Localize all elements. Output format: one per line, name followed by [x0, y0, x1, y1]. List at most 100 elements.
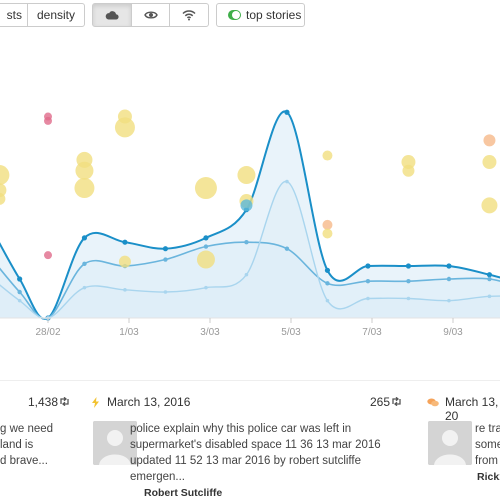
- series-point[interactable]: [284, 246, 290, 251]
- series-point[interactable]: [203, 235, 209, 241]
- series-point[interactable]: [163, 290, 168, 294]
- story-text-line: police explain why this police car was l…: [130, 423, 352, 435]
- story-text-line: land is: [0, 439, 34, 451]
- series-point[interactable]: [487, 294, 492, 299]
- series-point[interactable]: [82, 285, 87, 290]
- series-point[interactable]: [284, 109, 290, 115]
- series-area: [0, 181, 500, 319]
- story-bubble[interactable]: [0, 165, 10, 186]
- story-text[interactable]: police explain why this police car was l…: [130, 421, 410, 485]
- series-point[interactable]: [285, 179, 289, 184]
- series-line: [0, 180, 500, 319]
- series-point[interactable]: [203, 244, 209, 249]
- story-text[interactable]: re tra some from: [475, 421, 500, 469]
- series-point[interactable]: [405, 263, 412, 269]
- series-point[interactable]: [446, 276, 452, 282]
- story-bubble[interactable]: [194, 177, 217, 200]
- avatar[interactable]: [93, 421, 137, 465]
- story-bubble[interactable]: [75, 161, 94, 180]
- story-bubble[interactable]: [114, 117, 135, 138]
- x-tick-label: 1/03: [119, 327, 139, 338]
- story-bubble[interactable]: [237, 166, 256, 185]
- eye-view-button[interactable]: [131, 3, 170, 27]
- story-bubble[interactable]: [0, 192, 6, 205]
- series-point[interactable]: [17, 298, 22, 303]
- avatar-placeholder-icon: [93, 421, 137, 465]
- story-bubble[interactable]: [74, 178, 95, 199]
- series-point[interactable]: [486, 272, 493, 278]
- series-lines: [0, 109, 500, 321]
- series-point[interactable]: [325, 281, 330, 286]
- series-point[interactable]: [406, 278, 411, 284]
- series-point[interactable]: [406, 296, 411, 301]
- cloud-view-button[interactable]: [92, 3, 132, 27]
- series-point[interactable]: [122, 239, 128, 245]
- series-point[interactable]: [365, 278, 371, 284]
- series-point[interactable]: [82, 261, 87, 267]
- story-bubble[interactable]: [482, 155, 497, 170]
- retweet-count: 265: [370, 395, 391, 409]
- x-tick-label: 7/03: [362, 327, 382, 338]
- toggle-switch-icon[interactable]: [228, 10, 241, 20]
- story-bubbles[interactable]: [0, 109, 500, 269]
- top-stories-toggle[interactable]: top stories: [216, 3, 305, 27]
- story-bubble[interactable]: [402, 164, 415, 177]
- series-point[interactable]: [324, 267, 331, 273]
- series-point[interactable]: [162, 246, 169, 252]
- series-point[interactable]: [487, 276, 492, 282]
- story-text-line: some: [475, 439, 500, 451]
- series-point[interactable]: [446, 263, 452, 269]
- series-point[interactable]: [244, 239, 249, 245]
- story-text-line: d brave...: [0, 455, 48, 467]
- story-bubble[interactable]: [44, 251, 52, 260]
- story-author[interactable]: Rick1: [477, 471, 500, 483]
- story-text-line: from: [475, 455, 498, 467]
- story-bubble[interactable]: [118, 255, 131, 268]
- avatar[interactable]: [428, 421, 472, 465]
- story-bubble[interactable]: [401, 155, 416, 170]
- wifi-view-button[interactable]: [169, 3, 209, 27]
- series-point[interactable]: [244, 272, 249, 277]
- story-bubble[interactable]: [322, 219, 333, 230]
- series-point[interactable]: [365, 263, 371, 269]
- story-bubble[interactable]: [240, 199, 253, 212]
- chat-icon: [427, 398, 439, 407]
- story-bubble[interactable]: [481, 197, 498, 214]
- lightning-icon: [92, 397, 99, 408]
- density-button[interactable]: density: [27, 3, 85, 27]
- story-card[interactable]: March 13, 2016 265 police explain why th…: [90, 392, 410, 500]
- posts-button[interactable]: sts: [0, 3, 28, 27]
- story-text-line: g we need: [0, 423, 54, 435]
- story-bubble[interactable]: [322, 150, 333, 161]
- retweet-icon: [60, 397, 69, 406]
- story-card[interactable]: March 13, 20 re tra some from Rick1: [425, 392, 500, 500]
- timeline-chart[interactable]: 28/02 1/03 3/03 5/03 7/03 9/03: [0, 0, 500, 380]
- x-tick-label: 9/03: [443, 327, 463, 338]
- story-bubble[interactable]: [44, 116, 52, 125]
- x-tick-label: 28/02: [35, 327, 60, 338]
- retweet-count: 1,438: [28, 395, 59, 409]
- series-point[interactable]: [325, 298, 330, 303]
- story-card[interactable]: 1,438 g we need land is d brave...: [0, 392, 80, 500]
- series-point[interactable]: [366, 296, 370, 301]
- series-point[interactable]: [204, 285, 208, 290]
- story-author[interactable]: Robert Sutcliffe: [144, 487, 223, 499]
- x-tick-label: 3/03: [200, 327, 220, 338]
- series-point[interactable]: [17, 276, 23, 282]
- series-point[interactable]: [163, 257, 168, 262]
- retweet-icon: [392, 397, 401, 406]
- story-bubble[interactable]: [196, 250, 215, 269]
- story-text-line: supermarket's disabled space 11 36 13 ma…: [130, 439, 381, 451]
- story-bubble[interactable]: [483, 134, 496, 147]
- series-point[interactable]: [81, 235, 88, 241]
- chart-divider: [0, 380, 500, 381]
- cloud-icon: [105, 11, 119, 20]
- series-point[interactable]: [447, 298, 451, 303]
- story-card-header: March 13, 2016 265: [90, 392, 410, 412]
- story-bubble[interactable]: [322, 228, 333, 239]
- story-card-header: 1,438: [0, 392, 80, 412]
- story-date: March 13, 20: [445, 395, 499, 423]
- series-point[interactable]: [17, 289, 22, 295]
- series-area: [0, 242, 500, 319]
- series-point[interactable]: [123, 288, 127, 292]
